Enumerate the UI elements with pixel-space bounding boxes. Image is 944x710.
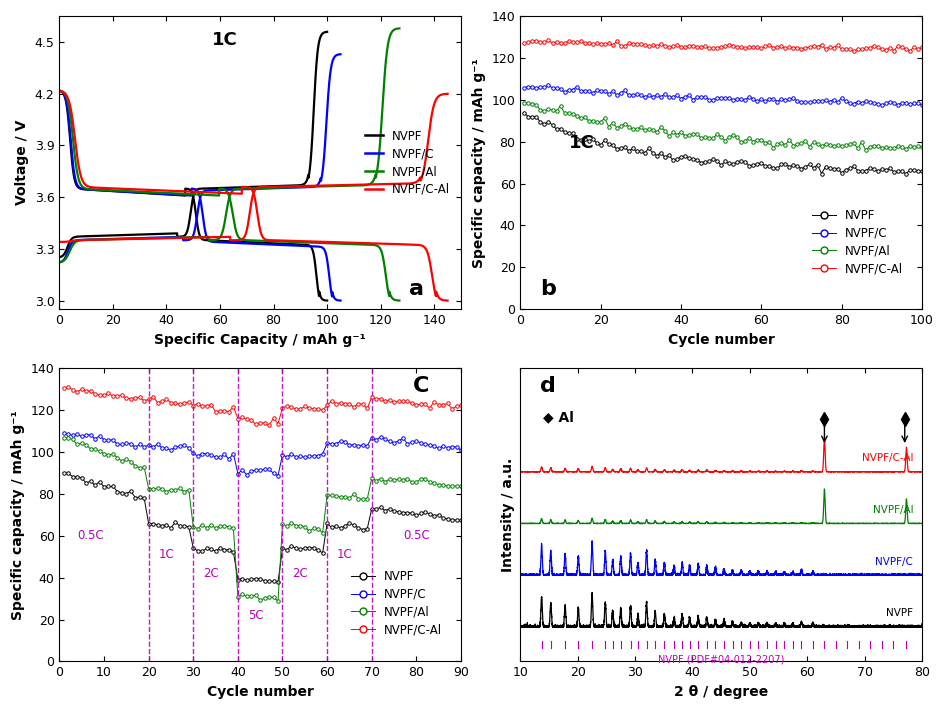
Text: 5C: 5C bbox=[247, 609, 263, 622]
X-axis label: 2 θ / degree: 2 θ / degree bbox=[673, 685, 767, 699]
Text: NVPF/Al: NVPF/Al bbox=[872, 505, 913, 515]
Text: b: b bbox=[540, 278, 556, 299]
Text: C: C bbox=[413, 376, 429, 395]
Text: 1C: 1C bbox=[211, 31, 238, 50]
Text: d: d bbox=[540, 376, 556, 395]
X-axis label: Cycle number: Cycle number bbox=[667, 333, 774, 346]
Legend: NVPF, NVPF/C, NVPF/Al, NVPF/C-Al: NVPF, NVPF/C, NVPF/Al, NVPF/C-Al bbox=[806, 204, 907, 280]
Text: 0.5C: 0.5C bbox=[402, 530, 430, 542]
Text: 0.5C: 0.5C bbox=[77, 530, 104, 542]
Text: ◆ Al: ◆ Al bbox=[543, 410, 574, 424]
Text: NVPF/C: NVPF/C bbox=[874, 557, 913, 567]
Text: 1C: 1C bbox=[159, 548, 175, 561]
Text: NVPF (PDF#04-012-2207): NVPF (PDF#04-012-2207) bbox=[657, 655, 784, 665]
X-axis label: Specific Capacity / mAh g⁻¹: Specific Capacity / mAh g⁻¹ bbox=[154, 333, 365, 346]
Text: a: a bbox=[409, 278, 423, 299]
Y-axis label: Specific capacity / mAh g⁻¹: Specific capacity / mAh g⁻¹ bbox=[11, 410, 25, 620]
Text: 1C: 1C bbox=[337, 548, 352, 561]
X-axis label: Cycle number: Cycle number bbox=[207, 685, 313, 699]
Text: 2C: 2C bbox=[203, 567, 219, 580]
Y-axis label: Intensity / a.u.: Intensity / a.u. bbox=[500, 458, 514, 572]
Legend: NVPF, NVPF/C, NVPF/Al, NVPF/C-Al: NVPF, NVPF/C, NVPF/Al, NVPF/C-Al bbox=[346, 565, 447, 641]
Text: NVPF/C-Al: NVPF/C-Al bbox=[861, 453, 913, 463]
Legend: NVPF, NVPF/C, NVPF/Al, NVPF/C-Al: NVPF, NVPF/C, NVPF/Al, NVPF/C-Al bbox=[360, 125, 455, 200]
Text: NVPF: NVPF bbox=[885, 608, 913, 618]
Text: 1C: 1C bbox=[568, 134, 594, 152]
Y-axis label: Voltage / V: Voltage / V bbox=[15, 120, 29, 205]
Text: 2C: 2C bbox=[292, 567, 308, 580]
Y-axis label: Specific capacity / mAh g⁻¹: Specific capacity / mAh g⁻¹ bbox=[472, 58, 485, 268]
